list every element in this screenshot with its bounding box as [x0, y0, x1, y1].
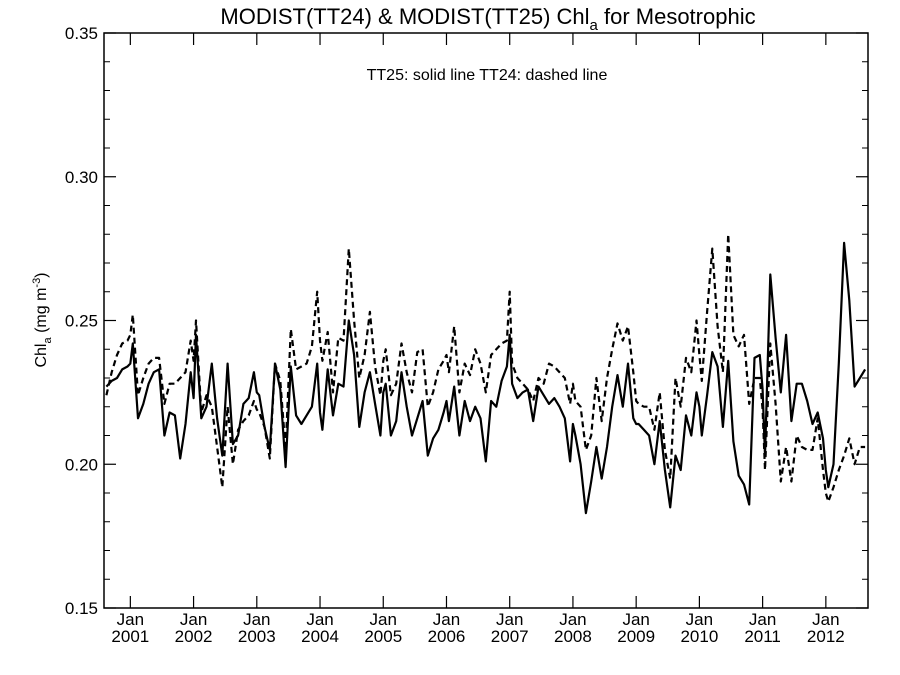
x-tick-year-label: 2009 [617, 627, 655, 646]
x-tick-year-label: 2001 [111, 627, 149, 646]
x-tick-year-label: 2008 [554, 627, 592, 646]
x-tick-year-label: 2005 [364, 627, 402, 646]
y-tick-label: 0.20 [65, 455, 98, 474]
series-line-tt25 [105, 241, 867, 515]
x-tick-year-label: 2007 [491, 627, 529, 646]
y-axis-label: Chla (mg m-3) [31, 272, 54, 367]
y-tick-label: 0.15 [65, 599, 98, 618]
x-tick-year-label: 2006 [428, 627, 466, 646]
y-tick-label: 0.35 [65, 24, 98, 43]
chart-title: MODIST(TT24) & MODIST(TT25) Chla for Mes… [220, 4, 755, 34]
series-line-tt24 [105, 233, 866, 503]
x-tick-month-label: Jan [559, 610, 586, 629]
x-tick-month-label: Jan [306, 610, 333, 629]
legend-text: TT25: solid line TT24: dashed line [367, 67, 608, 84]
x-tick-month-label: Jan [243, 610, 270, 629]
x-tick-month-label: Jan [433, 610, 460, 629]
x-tick-year-label: 2004 [301, 627, 339, 646]
plot-frame [103, 32, 869, 609]
x-tick-month-label: Jan [117, 610, 144, 629]
x-tick-month-label: Jan [622, 610, 649, 629]
x-tick-month-label: Jan [180, 610, 207, 629]
y-tick-label: 0.25 [65, 312, 98, 331]
x-tick-year-label: 2003 [238, 627, 276, 646]
x-tick-month-label: Jan [686, 610, 713, 629]
x-tick-month-label: Jan [370, 610, 397, 629]
x-tick-year-label: 2010 [680, 627, 718, 646]
x-tick-month-label: Jan [812, 610, 839, 629]
x-tick-month-label: Jan [496, 610, 523, 629]
x-tick-year-label: 2011 [744, 627, 781, 646]
y-tick-label: 0.30 [65, 168, 98, 187]
x-tick-year-label: 2012 [807, 627, 845, 646]
x-tick-month-label: Jan [749, 610, 776, 629]
x-tick-year-label: 2002 [175, 627, 213, 646]
